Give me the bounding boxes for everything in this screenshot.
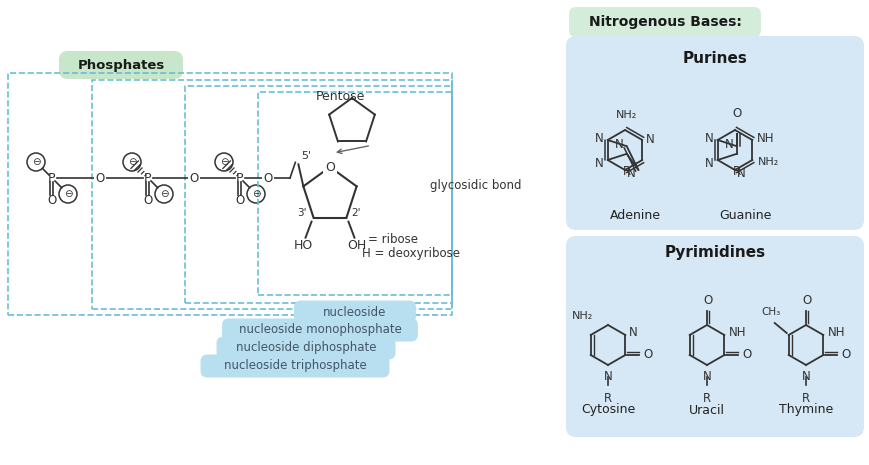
Text: N: N xyxy=(628,326,637,339)
Text: O: O xyxy=(235,193,244,206)
Text: P: P xyxy=(144,172,151,185)
Text: HO: HO xyxy=(294,239,313,252)
Text: R: R xyxy=(801,392,809,405)
Text: CH₃: CH₃ xyxy=(760,307,779,317)
Text: N: N xyxy=(702,370,711,383)
Text: Thymine: Thymine xyxy=(778,404,833,417)
Text: ⊖: ⊖ xyxy=(219,157,228,167)
Text: O: O xyxy=(325,160,335,173)
Text: nucleoside monophosphate: nucleoside monophosphate xyxy=(238,324,401,337)
Text: N: N xyxy=(594,157,603,170)
Text: Pyrimidines: Pyrimidines xyxy=(664,245,765,259)
Text: O: O xyxy=(801,294,811,307)
Text: 2': 2' xyxy=(351,208,361,218)
Text: NH: NH xyxy=(728,326,746,339)
Text: NH: NH xyxy=(756,132,774,145)
Text: Guanine: Guanine xyxy=(718,208,770,221)
Text: P: P xyxy=(236,172,243,185)
FancyBboxPatch shape xyxy=(222,319,417,341)
Text: O: O xyxy=(702,294,712,307)
Text: Pentose: Pentose xyxy=(315,89,364,102)
Text: ⊖: ⊖ xyxy=(128,157,136,167)
Text: R: R xyxy=(732,165,740,178)
FancyBboxPatch shape xyxy=(568,7,760,37)
Text: NH₂: NH₂ xyxy=(615,110,637,120)
Text: NH₂: NH₂ xyxy=(572,311,593,321)
FancyBboxPatch shape xyxy=(566,236,863,437)
Text: R: R xyxy=(702,392,710,405)
FancyBboxPatch shape xyxy=(294,300,415,324)
Text: ⊖: ⊖ xyxy=(159,189,169,199)
Text: O: O xyxy=(840,347,850,360)
Text: Purines: Purines xyxy=(682,51,746,66)
Text: NH₂: NH₂ xyxy=(758,157,779,167)
Text: N: N xyxy=(603,370,612,383)
Text: N: N xyxy=(704,157,713,170)
Text: O: O xyxy=(741,347,751,360)
Bar xyxy=(8,73,452,315)
Bar xyxy=(185,86,452,303)
Bar xyxy=(258,92,452,295)
Text: R: R xyxy=(603,392,612,405)
Text: N: N xyxy=(704,132,713,145)
Text: N: N xyxy=(594,132,603,145)
Text: ⊖: ⊖ xyxy=(31,157,40,167)
Text: N: N xyxy=(646,133,654,146)
Text: Nitrogenous Bases:: Nitrogenous Bases: xyxy=(588,15,740,29)
Text: O: O xyxy=(189,172,198,185)
Text: Uracil: Uracil xyxy=(688,404,724,417)
FancyBboxPatch shape xyxy=(200,354,389,378)
Text: N: N xyxy=(736,166,745,179)
Text: O: O xyxy=(732,107,740,120)
FancyBboxPatch shape xyxy=(216,337,395,359)
Text: H = deoxyribose: H = deoxyribose xyxy=(362,247,460,260)
Text: 3': 3' xyxy=(296,208,306,218)
FancyBboxPatch shape xyxy=(59,51,182,79)
Text: NH: NH xyxy=(827,326,845,339)
Text: O: O xyxy=(642,347,652,360)
Text: OH: OH xyxy=(347,239,366,252)
Text: = ribose: = ribose xyxy=(368,233,418,246)
Text: P: P xyxy=(48,172,56,185)
Text: nucleoside triphosphate: nucleoside triphosphate xyxy=(223,359,366,372)
Text: Phosphates: Phosphates xyxy=(77,59,164,72)
Text: Cytosine: Cytosine xyxy=(580,404,634,417)
Text: glycosidic bond: glycosidic bond xyxy=(429,179,521,192)
Text: N: N xyxy=(724,138,733,151)
Bar xyxy=(92,80,452,309)
Text: O: O xyxy=(47,193,56,206)
Text: O: O xyxy=(263,172,272,185)
Text: N: N xyxy=(614,138,623,151)
Text: ⊖: ⊖ xyxy=(251,189,260,199)
FancyBboxPatch shape xyxy=(566,36,863,230)
Text: N: N xyxy=(627,166,635,179)
Text: O: O xyxy=(96,172,104,185)
Text: nucleoside diphosphate: nucleoside diphosphate xyxy=(235,341,375,354)
Text: Adenine: Adenine xyxy=(609,208,660,221)
Text: O: O xyxy=(143,193,152,206)
Text: ⊖: ⊖ xyxy=(63,189,72,199)
Text: nucleoside: nucleoside xyxy=(323,306,386,319)
Text: N: N xyxy=(800,370,809,383)
Text: R: R xyxy=(622,165,630,178)
Text: 5': 5' xyxy=(301,151,311,161)
